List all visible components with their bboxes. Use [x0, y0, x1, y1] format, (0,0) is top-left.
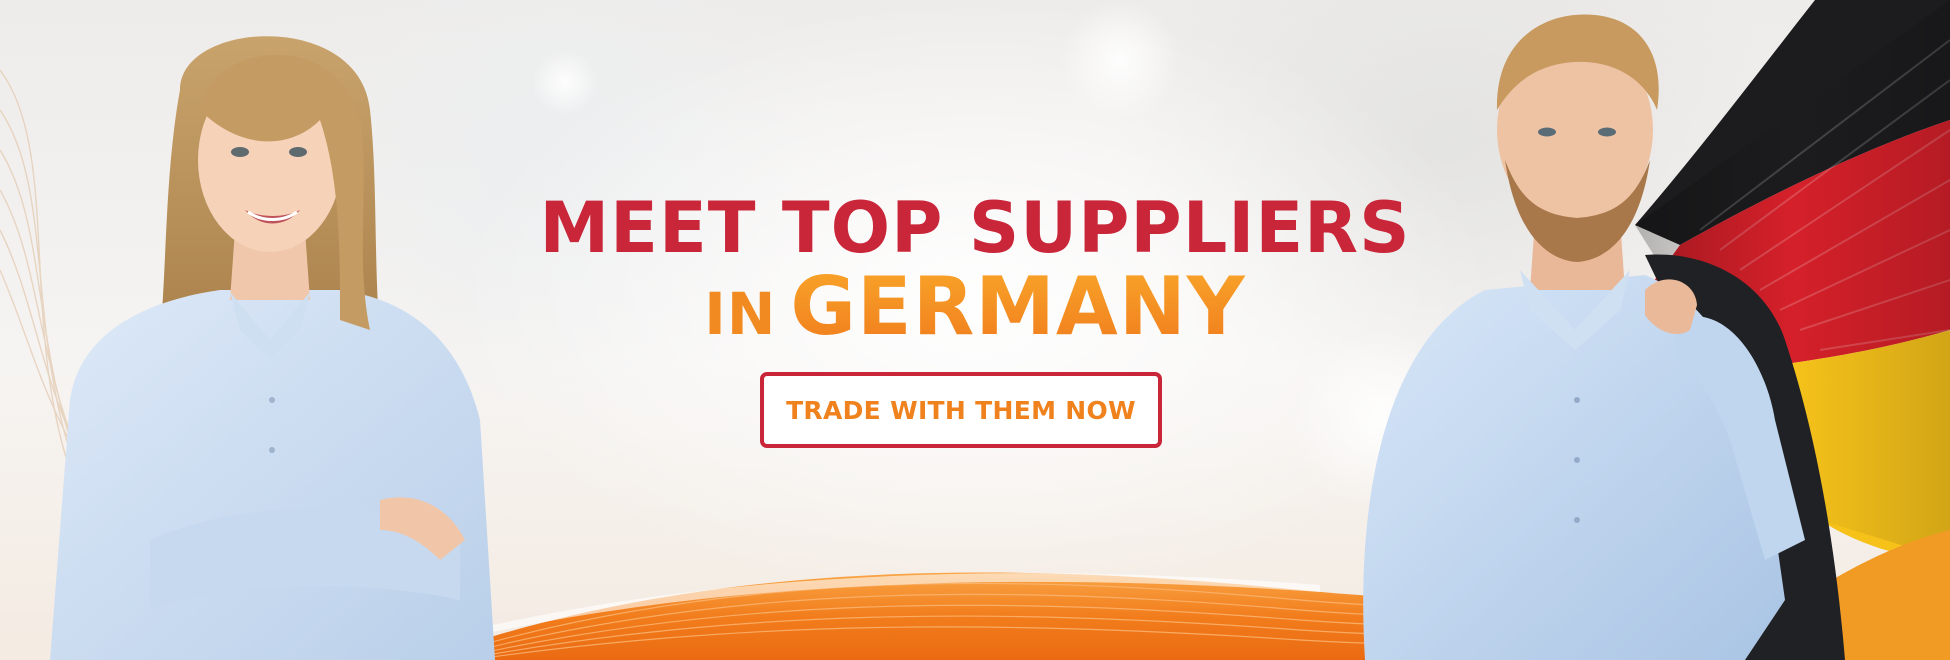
wave-highlight	[360, 573, 1320, 660]
headline-primary: MEET TOP SUPPLIERS	[539, 187, 1411, 269]
businesswoman-photo	[50, 36, 495, 660]
trade-now-button[interactable]: TRADE WITH THEM NOW	[760, 372, 1162, 448]
headline-country: GERMANY	[790, 260, 1246, 353]
businessman-photo	[1363, 14, 1845, 660]
headline-prefix: IN	[704, 280, 777, 348]
headline-secondary: IN GERMANY	[0, 262, 1950, 374]
bokeh-light	[531, 48, 599, 116]
bokeh-light	[1060, 0, 1180, 120]
